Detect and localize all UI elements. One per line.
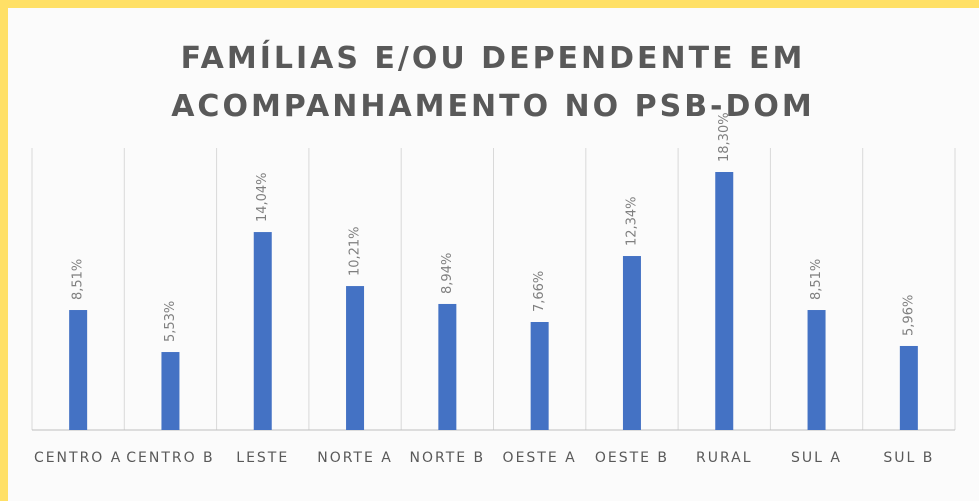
bar (253, 232, 272, 430)
x-tick-label: LESTE (236, 450, 290, 466)
x-tick-label: SUL B (883, 450, 935, 466)
bar (69, 310, 88, 430)
bar (438, 303, 457, 430)
x-tick-label: NORTE A (317, 450, 393, 466)
bar (622, 256, 641, 430)
data-label: 12,34% (624, 196, 639, 246)
bar (530, 322, 549, 430)
chart: FAMÍLIAS E/OU DEPENDENTE EM ACOMPANHAMEN… (31, 40, 956, 431)
bar (899, 345, 918, 430)
bar (346, 286, 365, 430)
bar (715, 172, 734, 430)
x-tick-label: NORTE B (409, 450, 486, 466)
data-label: 5,53% (163, 301, 178, 342)
bar (807, 310, 826, 430)
x-tick-label: CENTRO B (126, 450, 215, 466)
data-label: 8,51% (809, 259, 824, 300)
data-label: 7,66% (532, 271, 547, 312)
x-tick-label: RURAL (695, 450, 753, 466)
data-label: 14,04% (255, 172, 270, 222)
data-label: 18,30% (717, 112, 732, 162)
data-label: 5,96% (901, 295, 916, 336)
x-tick-label: OESTE B (594, 450, 670, 466)
chart-frame: FAMÍLIAS E/OU DEPENDENTE EM ACOMPANHAMEN… (8, 8, 979, 501)
x-tick-label: SUL A (791, 450, 843, 466)
bar (161, 352, 180, 430)
x-tick-label: OESTE A (502, 450, 577, 466)
chart-title: FAMÍLIAS E/OU DEPENDENTE EM (181, 40, 806, 76)
data-label: 8,94% (440, 253, 455, 294)
chart-title: ACOMPANHAMENTO NO PSB-DOM (171, 89, 815, 124)
x-tick-label: CENTRO A (33, 450, 123, 466)
data-label: 8,51% (71, 259, 86, 300)
data-label: 10,21% (348, 226, 363, 276)
